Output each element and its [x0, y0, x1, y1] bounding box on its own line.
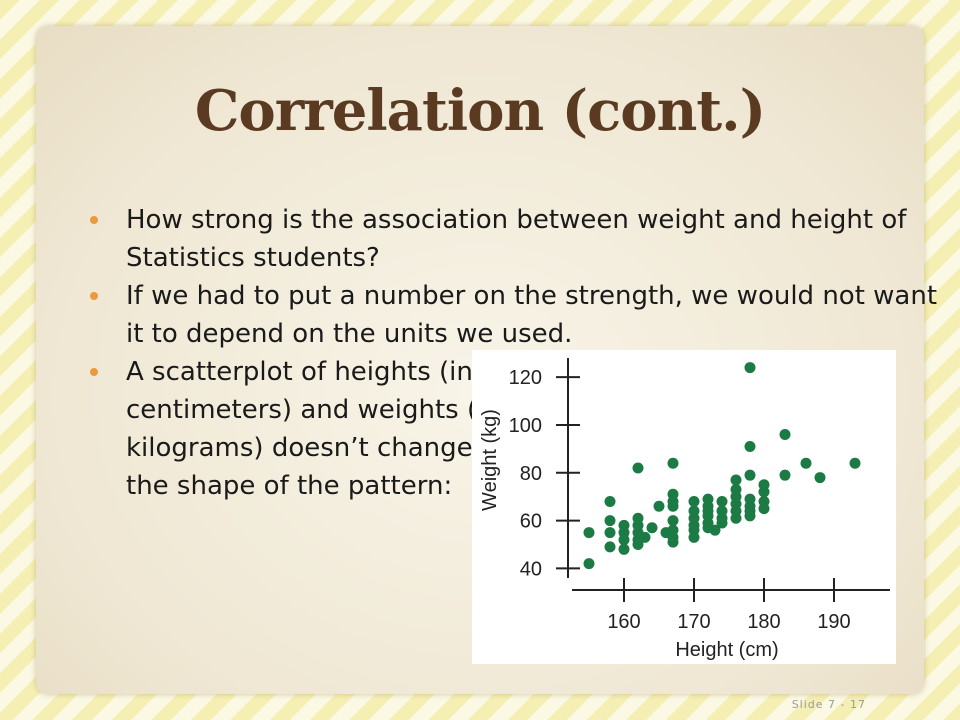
bullet-list: How strong is the association between we…: [90, 201, 950, 505]
bullet-dot-icon: [90, 216, 98, 224]
data-point: [618, 543, 630, 555]
x-tick-label: 160: [607, 611, 640, 633]
data-point: [744, 493, 756, 505]
data-point: [849, 457, 861, 469]
data-point: [730, 484, 742, 496]
data-point: [653, 500, 665, 512]
x-tick-label: 190: [817, 611, 850, 633]
y-tick-label: 80: [520, 463, 542, 485]
data-point: [709, 524, 721, 536]
data-point: [744, 440, 756, 452]
data-point: [632, 462, 644, 474]
bullet-text: If we had to put a number on the strengt…: [126, 281, 938, 349]
x-tick-label: 170: [677, 611, 710, 633]
data-point: [744, 469, 756, 481]
y-tick-label: 40: [520, 558, 542, 580]
bullet-dot-icon: [90, 368, 98, 376]
scatterplot: 40 60 80 100 120 160 170 180 190 Height (cm) Wei…: [479, 358, 890, 661]
data-point: [667, 488, 679, 500]
axes-group: 40 60 80 100 120 160 170 180 190: [509, 358, 890, 633]
slide-number: Slide 7 - 17: [791, 698, 866, 711]
bullet-item: How strong is the association between we…: [90, 201, 950, 277]
data-point: [744, 362, 756, 374]
y-tick-label: 120: [509, 367, 542, 389]
data-point: [618, 519, 630, 531]
data-point: [646, 522, 658, 534]
data-point: [758, 495, 770, 507]
data-point: [604, 495, 616, 507]
x-tick-label: 180: [747, 611, 780, 633]
data-point: [639, 531, 651, 543]
data-point: [758, 479, 770, 491]
bullet-dot-icon: [90, 292, 98, 300]
data-point: [667, 457, 679, 469]
scatterplot-panel: 40 60 80 100 120 160 170 180 190 Height (cm) Wei…: [472, 350, 896, 664]
data-point: [716, 495, 728, 507]
data-point: [583, 558, 595, 570]
data-point: [702, 493, 714, 505]
data-point: [800, 457, 812, 469]
data-point: [604, 541, 616, 553]
data-point: [667, 515, 679, 527]
data-point: [814, 472, 826, 484]
data-point: [688, 505, 700, 517]
data-point: [716, 505, 728, 517]
slide-title: Correlation (cont.): [194, 78, 766, 144]
y-tick-label: 100: [509, 415, 542, 437]
data-point: [604, 527, 616, 539]
data-point: [779, 429, 791, 441]
data-point: [667, 524, 679, 536]
bullet-text: How strong is the association between we…: [126, 205, 907, 273]
data-point: [583, 527, 595, 539]
y-axis-label: Weight (kg): [479, 409, 501, 511]
data-point: [779, 469, 791, 481]
bullet-item: If we had to put a number on the strengt…: [90, 277, 950, 353]
data-point: [604, 515, 616, 527]
data-point: [632, 512, 644, 524]
x-axis-label: Height (cm): [675, 639, 778, 661]
data-point: [730, 474, 742, 486]
bullet-text: A scatterplot of heights (in centimeters…: [126, 357, 501, 501]
data-point: [688, 495, 700, 507]
bullet-item: A scatterplot of heights (in centimeters…: [90, 353, 506, 505]
points-group: [583, 362, 861, 570]
y-tick-label: 60: [520, 511, 542, 533]
